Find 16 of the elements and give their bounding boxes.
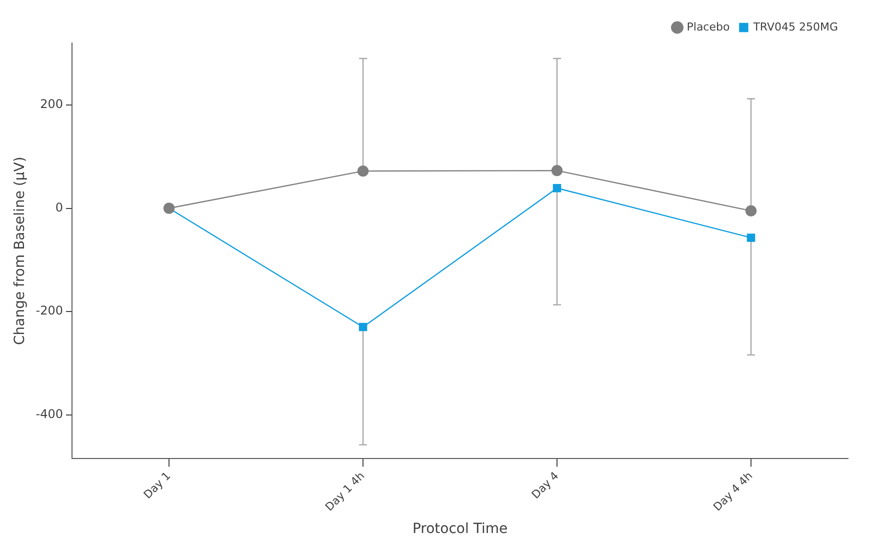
x-axis-title: Protocol Time: [412, 521, 508, 538]
point: [552, 184, 562, 192]
y-axis-title: Change from Baseline (μV): [12, 156, 28, 346]
x-tick-label: Day 1: [141, 469, 174, 502]
point: [357, 165, 369, 177]
y-tick-label: 200: [40, 97, 64, 112]
y-tick-label: 0: [55, 200, 64, 214]
x-tick-label: Day 4: [529, 469, 562, 502]
y-tick-label: -200: [36, 304, 64, 318]
y-tick-label: -400: [36, 406, 64, 421]
point: [551, 164, 563, 176]
point: [746, 234, 756, 242]
legend-label: Placebo: [686, 20, 730, 34]
point: [358, 322, 368, 332]
legend-label: TRV045 250MG: [752, 20, 838, 34]
point: [745, 205, 757, 216]
